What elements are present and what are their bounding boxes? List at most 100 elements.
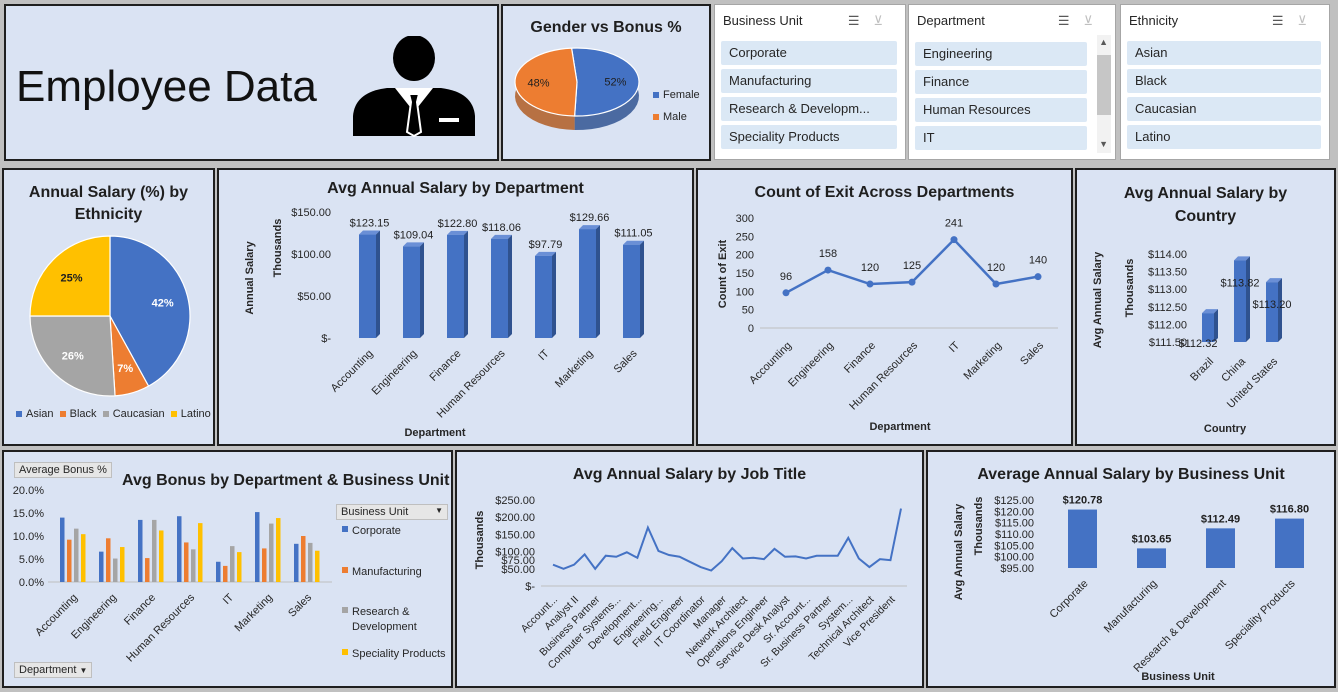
exit-count-title: Count of Exit Across Departments (754, 184, 1015, 201)
slicer-item-black[interactable]: Black (1127, 69, 1321, 93)
slicer-item-engineering[interactable]: Engineering (915, 42, 1087, 66)
y-tick-label: 250 (736, 231, 754, 243)
bar-human-resources-research-development (191, 549, 196, 582)
clear-filter-icon[interactable]: ⊻ (1297, 13, 1321, 28)
slicer-item-manufacturing[interactable]: Manufacturing (721, 69, 897, 93)
bar-sales-top (623, 240, 644, 245)
data-label-research-development: $112.49 (1201, 513, 1240, 525)
x-tick-label-engineering: Engineering (786, 340, 836, 390)
slicer-item-finance[interactable]: Finance (915, 70, 1087, 94)
x-tick-label-marketing: Marketing (961, 340, 1004, 383)
slicer-item-it[interactable]: IT (915, 126, 1087, 150)
axis-label: Department (869, 421, 930, 433)
job-salary-title: Avg Annual Salary by Job Title (572, 466, 807, 483)
x-tick-label-it: IT (947, 339, 963, 355)
legend-label-corporate: Corporate (352, 525, 401, 537)
y-tick-label: $114.00 (1148, 249, 1187, 261)
axis-label: Avg Annual Salary (953, 503, 965, 600)
bar-finance-research-development (152, 519, 157, 582)
page-title: Employee Data (16, 62, 317, 111)
businessman-icon (353, 36, 475, 138)
slicer-item-corporate[interactable]: Corporate (721, 41, 897, 65)
y-tick-label: $200.00 (495, 512, 535, 524)
bonus-dept-bu-panel: Average Bonus % Avg Bonus by Department … (2, 450, 453, 688)
legend-label-research-development: Development (352, 621, 417, 633)
y-tick-label: $112.00 (1148, 319, 1187, 331)
x-tick-label-sales: Sales (612, 347, 640, 375)
slicer-item-asian[interactable]: Asian (1127, 41, 1321, 65)
multi-select-icon[interactable]: ☰ (1057, 13, 1084, 28)
scroll-down-icon[interactable]: ▼ (1099, 139, 1108, 149)
bar-accounting-manufacturing (67, 539, 72, 582)
axis-field-button[interactable]: Department ▼ (14, 662, 93, 678)
legend-swatch-speciality-products (342, 649, 348, 655)
clear-filter-icon[interactable]: ⊻ (1083, 13, 1107, 28)
country-salary-title: Avg Annual Salary by Country (1123, 185, 1288, 225)
gender-bonus-chart: 52% 48% (514, 47, 640, 130)
slicer-item-research[interactable]: Research & Developm... (721, 97, 897, 121)
bar-brazil-top (1202, 309, 1218, 314)
value-field-button[interactable]: Average Bonus % (14, 462, 112, 478)
axis-label: Thousands (1124, 259, 1136, 318)
data-label-human-resources: 125 (903, 260, 921, 272)
bar-engineering-corporate (99, 551, 104, 582)
axis-label: Business Unit (1141, 671, 1215, 683)
bar-research-development (1206, 528, 1235, 568)
bar-human-resources-manufacturing (184, 542, 189, 582)
axis-label: Annual Salary (244, 240, 256, 314)
bar-it-top (535, 251, 556, 256)
slicer-scroll-thumb[interactable] (1097, 55, 1111, 115)
data-label-sales: $111.05 (614, 228, 652, 240)
y-tick-label: 300 (736, 213, 754, 225)
gender-legend: Female Male (653, 84, 700, 128)
y-tick-label: $113.00 (1148, 284, 1187, 296)
pie-slice-female (570, 47, 640, 117)
bar-finance-top (447, 230, 468, 235)
y-tick-label: $50.00 (297, 291, 331, 303)
x-tick-label-engineering: Engineering (370, 348, 420, 398)
bar-engineering-research-development (113, 558, 118, 582)
slicer-item-human-resources[interactable]: Human Resources (915, 98, 1087, 122)
x-tick-label-brazil: Brazil (1188, 356, 1216, 384)
bar-manufacturing (1137, 548, 1166, 568)
bar-sales-side (640, 240, 644, 338)
axis-label: Avg Annual Salary (1092, 251, 1104, 348)
slicer-item-caucasian[interactable]: Caucasian (1127, 97, 1321, 121)
data-label-accounting: $123.15 (350, 218, 390, 230)
legend-field-button[interactable]: Business Unit ▼ (336, 504, 448, 520)
bar-accounting-side (376, 230, 380, 338)
multi-select-icon[interactable]: ☰ (847, 13, 874, 28)
bar-finance-speciality-products (159, 530, 164, 582)
bar-engineering (403, 246, 420, 338)
y-tick-label: $100.00 (495, 547, 535, 559)
axis-label: Country (1204, 423, 1247, 435)
clear-filter-icon[interactable]: ⊻ (873, 13, 897, 28)
bar-corporate (1068, 509, 1097, 568)
business-unit-slicer: Business Unit ☰⊻ Corporate Manufacturing… (714, 4, 906, 160)
dept-salary-chart: $- $50.00 $100.00 $150.00 Annual Salary Thous… (244, 207, 653, 439)
y-tick-label: $- (525, 581, 535, 593)
slicer-item-latino[interactable]: Latino (1127, 125, 1321, 149)
data-label-speciality-products: $116.80 (1270, 504, 1309, 516)
bar-sales-corporate (294, 543, 299, 582)
bar-it-side (552, 251, 556, 338)
data-label-china: $113.82 (1221, 277, 1260, 289)
y-tick-label: $115.00 (995, 518, 1034, 530)
bar-accounting-top (359, 230, 380, 235)
bar-it-research-development (230, 546, 235, 582)
bar-marketing-top (579, 225, 600, 230)
bar-marketing-manufacturing (262, 548, 267, 582)
pie-label-black: 7% (117, 363, 133, 375)
slicer-item-speciality[interactable]: Speciality Products (721, 125, 897, 149)
y-tick-label: $95.00 (1000, 563, 1034, 575)
bu-salary-panel: Average Annual Salary by Business Unit $… (926, 450, 1336, 688)
axis-label: Department (404, 427, 465, 439)
bar-engineering-manufacturing (106, 538, 111, 582)
bar-marketing-corporate (255, 512, 260, 582)
multi-select-icon[interactable]: ☰ (1271, 13, 1298, 28)
data-label-it: 241 (945, 218, 963, 230)
bar-sales-research-development (308, 542, 313, 582)
bar-it (535, 255, 552, 338)
axis-label: Count of Exit (717, 239, 729, 308)
scroll-up-icon[interactable]: ▲ (1099, 37, 1108, 47)
